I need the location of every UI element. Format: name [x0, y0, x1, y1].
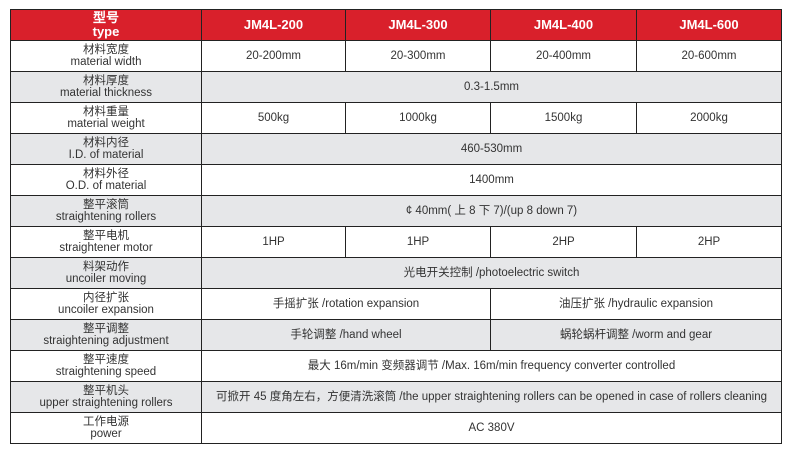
model-header: JM4L-300 — [345, 9, 491, 41]
row-label: 料架动作 uncoiler moving — [10, 257, 202, 289]
value-cell: 20-600mm — [636, 40, 782, 72]
label-cn: 料架动作 — [83, 261, 129, 273]
label-en: material thickness — [59, 87, 153, 99]
value-cell: 20-400mm — [490, 40, 637, 72]
value-cell: 1HP — [201, 226, 346, 258]
label-cn: 工作电源 — [83, 416, 129, 428]
label-cn: 整平速度 — [83, 354, 129, 366]
value-cell: 1000kg — [345, 102, 491, 134]
table-row: 材料厚度 material thickness 0.3-1.5mm — [10, 71, 782, 103]
header-row: 型号 type JM4L-200 JM4L-300 JM4L-400 JM4L-6… — [10, 9, 782, 41]
label-en: uncoiler moving — [65, 273, 147, 285]
value-cell: 2000kg — [636, 102, 782, 134]
model-header: JM4L-200 — [201, 9, 346, 41]
model-header: JM4L-600 — [636, 9, 782, 41]
label-en: straightening adjustment — [43, 335, 169, 347]
table-row: 整平机头 upper straightening rollers 可掀开 45 度角… — [10, 381, 782, 413]
row-label: 整平滚筒 straightening rollers — [10, 195, 202, 227]
value-cell: 500kg — [201, 102, 346, 134]
value-cell: 20-200mm — [201, 40, 346, 72]
label-cn: 整平机头 — [83, 385, 129, 397]
value-cell: 可掀开 45 度角左右，方便清洗滚筒 /the upper straighten… — [201, 381, 782, 413]
row-label: 材料宽度 material width — [10, 40, 202, 72]
label-cn: 材料厚度 — [83, 75, 129, 87]
type-header: 型号 type — [10, 9, 202, 41]
table-row: 整平调整 straightening adjustment 手轮调整 /hand w… — [10, 319, 782, 351]
label-en: uncoiler expansion — [58, 304, 154, 316]
value-cell: 手轮调整 /hand wheel — [201, 319, 491, 351]
table-row: 料架动作 uncoiler moving 光电开关控制 /photoelectric… — [10, 257, 782, 289]
row-label: 整平速度 straightening speed — [10, 350, 202, 382]
table-row: 整平速度 straightening speed 最大 16m/min 变频器调节 … — [10, 350, 782, 382]
row-label: 材料重量 material weight — [10, 102, 202, 134]
label-cn: 整平调整 — [83, 323, 129, 335]
row-label: 内径扩张 uncoiler expansion — [10, 288, 202, 320]
table-row: 材料宽度 material width 20-200mm 20-300mm 20-400… — [10, 40, 782, 72]
row-label: 材料厚度 material thickness — [10, 71, 202, 103]
value-cell: 2HP — [636, 226, 782, 258]
row-label: 工作电源 power — [10, 412, 202, 444]
row-label: 材料外径 O.D. of material — [10, 164, 202, 196]
value-cell: 油压扩张 /hydraulic expansion — [490, 288, 782, 320]
label-cn: 整平滚筒 — [83, 199, 129, 211]
row-label: 整平调整 straightening adjustment — [10, 319, 202, 351]
label-en: I.D. of material — [68, 149, 144, 161]
value-cell: 蜗轮蜗杆调整 /worm and gear — [490, 319, 782, 351]
label-cn: 整平电机 — [83, 230, 129, 242]
label-en: straightener motor — [59, 242, 153, 254]
value-cell: ¢ 40mm( 上 8 下 7)/(up 8 down 7) — [201, 195, 782, 227]
label-en: upper straightening rollers — [39, 397, 173, 409]
label-cn: 材料内径 — [83, 137, 129, 149]
value-cell: 1500kg — [490, 102, 637, 134]
row-label: 整平机头 upper straightening rollers — [10, 381, 202, 413]
row-label: 材料内径 I.D. of material — [10, 133, 202, 165]
label-en: straightening speed — [55, 366, 157, 378]
table-row: 整平滚筒 straightening rollers ¢ 40mm( 上 8 下 7… — [10, 195, 782, 227]
label-en: material weight — [67, 118, 145, 130]
table-row: 整平电机 straightener motor 1HP 1HP 2HP 2HP — [10, 226, 782, 258]
value-cell: 最大 16m/min 变频器调节 /Max. 16m/min frequency… — [201, 350, 782, 382]
label-en: O.D. of material — [65, 180, 147, 192]
spec-table: 型号 type JM4L-200 JM4L-300 JM4L-400 JM4L-6… — [10, 9, 782, 444]
table-row: 材料内径 I.D. of material 460-530mm — [10, 133, 782, 165]
label-cn: 内径扩张 — [83, 292, 129, 304]
value-cell: AC 380V — [201, 412, 782, 444]
table-row: 内径扩张 uncoiler expansion 手摇扩张 /rotation exp… — [10, 288, 782, 320]
row-label: 整平电机 straightener motor — [10, 226, 202, 258]
value-cell: 手摇扩张 /rotation expansion — [201, 288, 491, 320]
label-cn: 材料重量 — [83, 106, 129, 118]
label-cn: 材料宽度 — [83, 44, 129, 56]
value-cell: 光电开关控制 /photoelectric switch — [201, 257, 782, 289]
label-en: power — [90, 428, 122, 440]
table-row: 材料外径 O.D. of material 1400mm — [10, 164, 782, 196]
label-en: type — [92, 24, 120, 39]
table-row: 材料重量 material weight 500kg 1000kg 1500kg 2000… — [10, 102, 782, 134]
label-en: material width — [70, 56, 142, 68]
value-cell: 1400mm — [201, 164, 782, 196]
value-cell: 2HP — [490, 226, 637, 258]
model-header: JM4L-400 — [490, 9, 637, 41]
label-cn: 型号 — [92, 10, 119, 25]
value-cell: 1HP — [345, 226, 491, 258]
table-row: 工作电源 power AC 380V — [10, 412, 782, 444]
value-cell: 0.3-1.5mm — [201, 71, 782, 103]
label-cn: 材料外径 — [83, 168, 129, 180]
label-en: straightening rollers — [55, 211, 157, 223]
value-cell: 460-530mm — [201, 133, 782, 165]
value-cell: 20-300mm — [345, 40, 491, 72]
